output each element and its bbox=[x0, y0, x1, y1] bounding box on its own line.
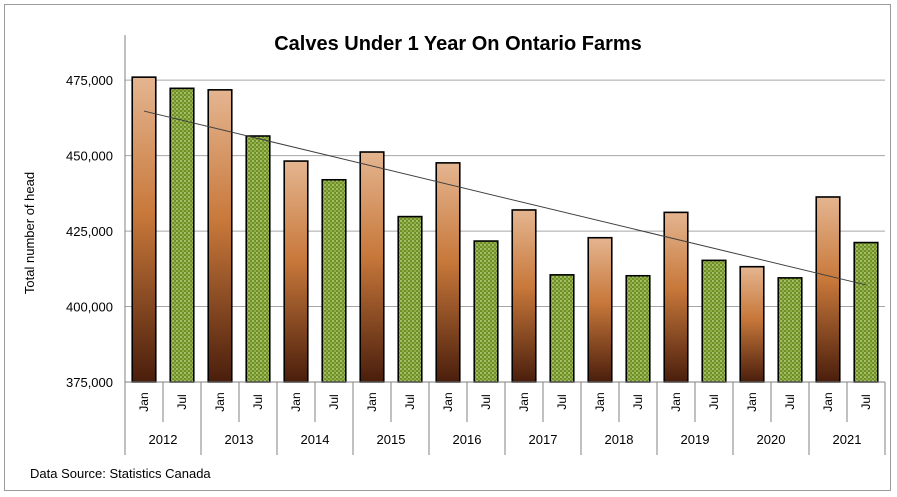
bar-jan-2016 bbox=[435, 162, 461, 383]
bar-jul-2014 bbox=[321, 178, 347, 383]
bar-jan-2021 bbox=[815, 196, 841, 383]
bar-jul-2021 bbox=[853, 241, 879, 383]
y-tick-label: 475,000 bbox=[66, 73, 113, 88]
data-source-note: Data Source: Statistics Canada bbox=[30, 466, 211, 481]
bar-jan-2012 bbox=[131, 76, 157, 383]
bar-jul-2013 bbox=[245, 135, 271, 383]
chart-frame bbox=[4, 4, 891, 491]
x-sub-label: Jan bbox=[213, 392, 227, 411]
bars bbox=[131, 76, 879, 383]
x-sub-label: Jul bbox=[403, 394, 417, 409]
x-sub-label: Jan bbox=[289, 392, 303, 411]
x-sub-label: Jul bbox=[175, 394, 189, 409]
x-year-label: 2020 bbox=[757, 432, 786, 447]
x-sub-label: Jan bbox=[517, 392, 531, 411]
x-axis: Jan Jul Jan Jul Jan Jul Jan Jul Jan Jul Jan Jul Jan J… bbox=[124, 35, 886, 455]
x-sub-label: Jul bbox=[783, 394, 797, 409]
x-year-label: 2021 bbox=[833, 432, 862, 447]
x-year-label: 2019 bbox=[681, 432, 710, 447]
x-year-label: 2016 bbox=[453, 432, 482, 447]
x-sub-label: Jul bbox=[707, 394, 721, 409]
bar-jan-2013 bbox=[207, 89, 233, 383]
x-sub-label: Jan bbox=[137, 392, 151, 411]
x-sub-label: Jan bbox=[593, 392, 607, 411]
x-sub-label: Jul bbox=[555, 394, 569, 409]
bar-jan-2019 bbox=[663, 211, 689, 383]
gridlines bbox=[125, 79, 885, 308]
bar-jul-2018 bbox=[625, 274, 651, 383]
y-tick-label: 400,000 bbox=[66, 300, 113, 315]
x-sub-label: Jul bbox=[479, 394, 493, 409]
bar-jul-2012 bbox=[169, 87, 195, 383]
x-year-label: 2018 bbox=[605, 432, 634, 447]
linear-trendline bbox=[143, 110, 867, 286]
bar-jul-2015 bbox=[397, 215, 423, 383]
x-sub-label: Jul bbox=[327, 394, 341, 409]
bar-jul-2016 bbox=[473, 240, 499, 383]
bar-jan-2014 bbox=[283, 160, 309, 383]
x-sub-label: Jan bbox=[441, 392, 455, 411]
x-sub-label: Jul bbox=[251, 394, 265, 409]
bar-jan-2018 bbox=[587, 236, 613, 383]
bar-jan-2020 bbox=[739, 265, 765, 383]
x-year-label: 2014 bbox=[301, 432, 330, 447]
trendline bbox=[143, 110, 867, 286]
x-sub-label: Jul bbox=[631, 394, 645, 409]
bar-jan-2015 bbox=[359, 151, 385, 383]
bar-jul-2020 bbox=[777, 277, 803, 383]
chart-title: Calves Under 1 Year On Ontario Farms bbox=[274, 33, 642, 55]
x-sub-label: Jul bbox=[859, 394, 873, 409]
x-year-label: 2013 bbox=[225, 432, 254, 447]
bar-jan-2017 bbox=[511, 209, 537, 383]
x-year-label: 2015 bbox=[377, 432, 406, 447]
x-sub-label: Jan bbox=[821, 392, 835, 411]
bar-jul-2017 bbox=[549, 274, 575, 383]
y-axis-label: Total number of head bbox=[22, 172, 37, 294]
x-sub-label: Jan bbox=[745, 392, 759, 411]
x-year-label: 2017 bbox=[529, 432, 558, 447]
y-tick-label: 450,000 bbox=[66, 149, 113, 164]
x-sub-label: Jan bbox=[669, 392, 683, 411]
y-tick-label: 375,000 bbox=[66, 375, 113, 390]
y-tick-labels: 375,000 400,000 425,000 450,000 475,000 bbox=[66, 73, 113, 390]
y-tick-label: 425,000 bbox=[66, 224, 113, 239]
x-sub-label: Jan bbox=[365, 392, 379, 411]
x-year-label: 2012 bbox=[149, 432, 178, 447]
bar-jul-2019 bbox=[701, 259, 727, 383]
